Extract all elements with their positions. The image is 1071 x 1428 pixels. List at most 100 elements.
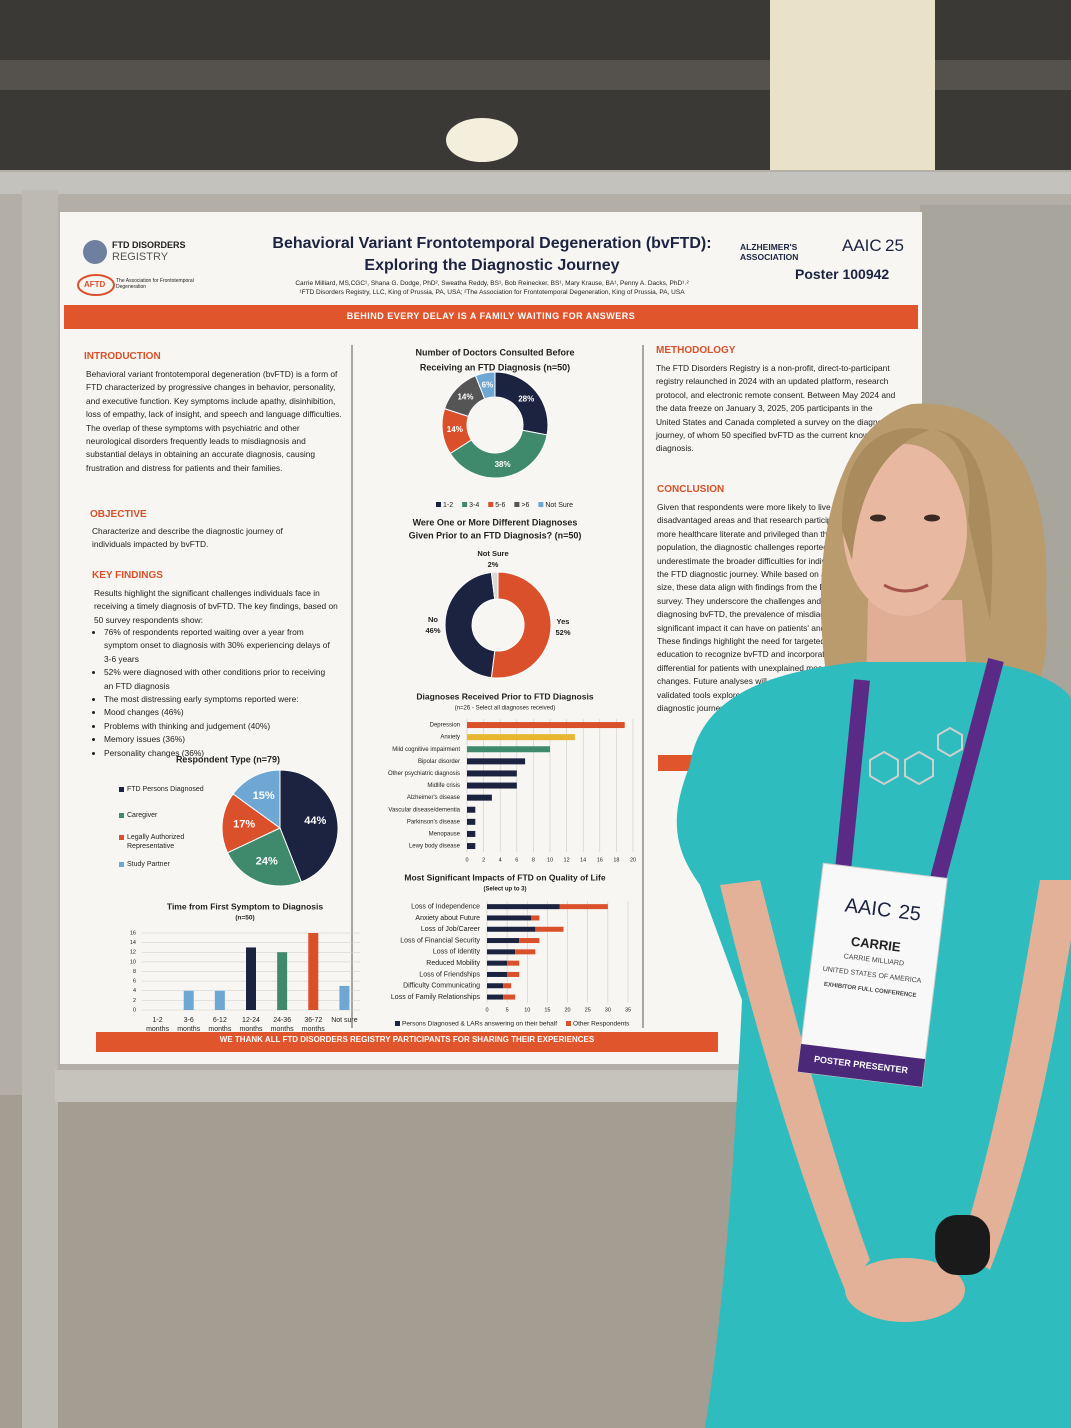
paragraph: The FTD Disorders Registry is a non-prof… bbox=[656, 363, 896, 454]
frame-top bbox=[0, 172, 1071, 194]
y-tick-label: Loss of Identity bbox=[433, 949, 481, 956]
chart-title: Number of Doctors Consulted Before bbox=[415, 347, 574, 357]
badge-text: 25 bbox=[897, 901, 922, 926]
y-tick-label: Loss of Job/Career bbox=[421, 926, 481, 933]
chart-subtitle: (n=50) bbox=[235, 915, 254, 922]
title: Behavioral Variant Frontotemporal Degene… bbox=[272, 235, 712, 252]
bullet: Problems with thinking and judgement (40… bbox=[104, 720, 334, 733]
value-label: 44% bbox=[304, 815, 326, 827]
legend-swatch bbox=[119, 862, 124, 867]
section-heading: OBJECTIVE bbox=[90, 509, 147, 520]
bullet: 52% were diagnosed with other conditions… bbox=[104, 666, 334, 693]
x-tick-label: 15 bbox=[544, 1007, 550, 1013]
slice bbox=[279, 769, 339, 883]
value-label: 52% bbox=[555, 628, 570, 637]
lanyard bbox=[834, 679, 870, 881]
x-tick-label: 1-2 months bbox=[146, 1017, 170, 1033]
paragraph: Results highlight the significant challe… bbox=[94, 588, 338, 625]
bar bbox=[467, 770, 517, 777]
value-label: 17% bbox=[233, 819, 255, 831]
bullet: 76% of respondents reported waiting over… bbox=[104, 626, 334, 666]
y-tick-label: Vascular disease/dementia bbox=[388, 807, 460, 813]
legend-swatch bbox=[436, 502, 441, 507]
legend-label: Legally Authorized Representative bbox=[127, 834, 185, 850]
slice-label: No bbox=[428, 615, 438, 624]
slice bbox=[232, 769, 281, 829]
slice bbox=[474, 371, 496, 400]
legend-label: 5-6 bbox=[495, 502, 505, 509]
y-tick-label: 10 bbox=[130, 959, 136, 965]
section-heading: CONCLUSION bbox=[657, 484, 725, 495]
y-tick-label: 14 bbox=[130, 940, 136, 946]
legend-label: FTD Persons Diagnosed bbox=[127, 786, 204, 793]
bar bbox=[467, 843, 476, 850]
section-heading: KEY FINDINGS bbox=[92, 570, 163, 581]
bar bbox=[467, 758, 526, 765]
lanyard bbox=[927, 657, 1004, 893]
bar bbox=[467, 782, 517, 789]
legend-swatch bbox=[514, 502, 520, 507]
affiliations: ¹FTD Disorders Registry, LLC, King of Pr… bbox=[299, 289, 685, 296]
paragraph: Characterize and describe the diagnostic… bbox=[92, 526, 283, 550]
value-label: 14% bbox=[447, 425, 463, 434]
chart-title: Time from First Symptom to Diagnosis bbox=[167, 901, 323, 911]
x-tick-label: 6 bbox=[515, 857, 518, 863]
section-heading: INTRODUCTION bbox=[84, 351, 161, 362]
bullet: Mood changes (46%) bbox=[104, 706, 334, 719]
slice bbox=[449, 429, 548, 479]
value-label: 6% bbox=[482, 380, 494, 389]
logo-text: FTD DISORDERS bbox=[112, 240, 186, 250]
badge-text: CARRIE bbox=[850, 934, 902, 955]
y-tick-label: Loss of Independence bbox=[411, 903, 480, 910]
chart-title: Most Significant Impacts of FTD on Quali… bbox=[404, 872, 605, 882]
value-label: 15% bbox=[253, 790, 275, 802]
x-tick-label: 2 bbox=[482, 857, 485, 863]
x-tick-label: 25 bbox=[585, 1007, 591, 1013]
bar-segment bbox=[535, 926, 564, 932]
bar bbox=[467, 818, 476, 825]
chart-subtitle: (Select up to 3) bbox=[483, 887, 526, 893]
y-tick-label: Other psychiatric diagnosis bbox=[388, 771, 460, 777]
poster-number: Poster 100942 bbox=[795, 266, 890, 282]
bullet: Memory issues (36%) bbox=[104, 733, 334, 746]
chart-title: Respondent Type (n=79) bbox=[176, 754, 280, 764]
y-tick-label: Anxiety about Future bbox=[415, 915, 480, 922]
bar-segment bbox=[503, 983, 512, 989]
x-tick-label: 10 bbox=[524, 1007, 530, 1013]
legend-label: >6 bbox=[521, 502, 529, 509]
legend-label: Persons Diagnosed & LARs answering on th… bbox=[402, 1021, 557, 1028]
footer-text: WE THANK ALL FTD DISORDERS REGISTRY PART… bbox=[219, 1035, 595, 1044]
lamp bbox=[446, 118, 518, 162]
paragraph: Behavioral variant frontotemporal degene… bbox=[86, 369, 342, 473]
bar bbox=[246, 947, 256, 1010]
legend-swatch bbox=[538, 502, 544, 507]
logo-mark bbox=[83, 240, 107, 264]
legend-swatch bbox=[119, 835, 124, 840]
x-tick-label: 18 bbox=[613, 857, 619, 863]
aaic-logo: AAIC bbox=[842, 236, 882, 255]
bar-segment bbox=[487, 983, 504, 989]
bar bbox=[467, 794, 492, 801]
bar-segment bbox=[487, 904, 560, 910]
x-tick-label: 4 bbox=[499, 857, 502, 863]
x-tick-label: 6-12 months bbox=[208, 1017, 232, 1033]
logo-text: AFTD bbox=[84, 280, 106, 289]
bar bbox=[467, 734, 575, 741]
bar-segment bbox=[487, 994, 504, 1000]
legend-label: Not Sure bbox=[545, 502, 573, 509]
bar-segment bbox=[507, 971, 520, 977]
legend-swatch bbox=[119, 787, 124, 792]
y-tick-label: Depression bbox=[430, 723, 460, 729]
bar-segment bbox=[503, 994, 516, 1000]
value-label: 38% bbox=[495, 460, 511, 469]
bar bbox=[214, 990, 225, 1010]
aaic-year: 25 bbox=[885, 236, 904, 255]
bar bbox=[308, 933, 319, 1010]
bar bbox=[339, 985, 350, 1010]
y-tick-label: Anxiety bbox=[440, 735, 460, 741]
x-tick-label: 35 bbox=[625, 1007, 631, 1013]
value-label: 24% bbox=[256, 855, 278, 867]
x-tick-label: Not sure bbox=[331, 1017, 358, 1024]
